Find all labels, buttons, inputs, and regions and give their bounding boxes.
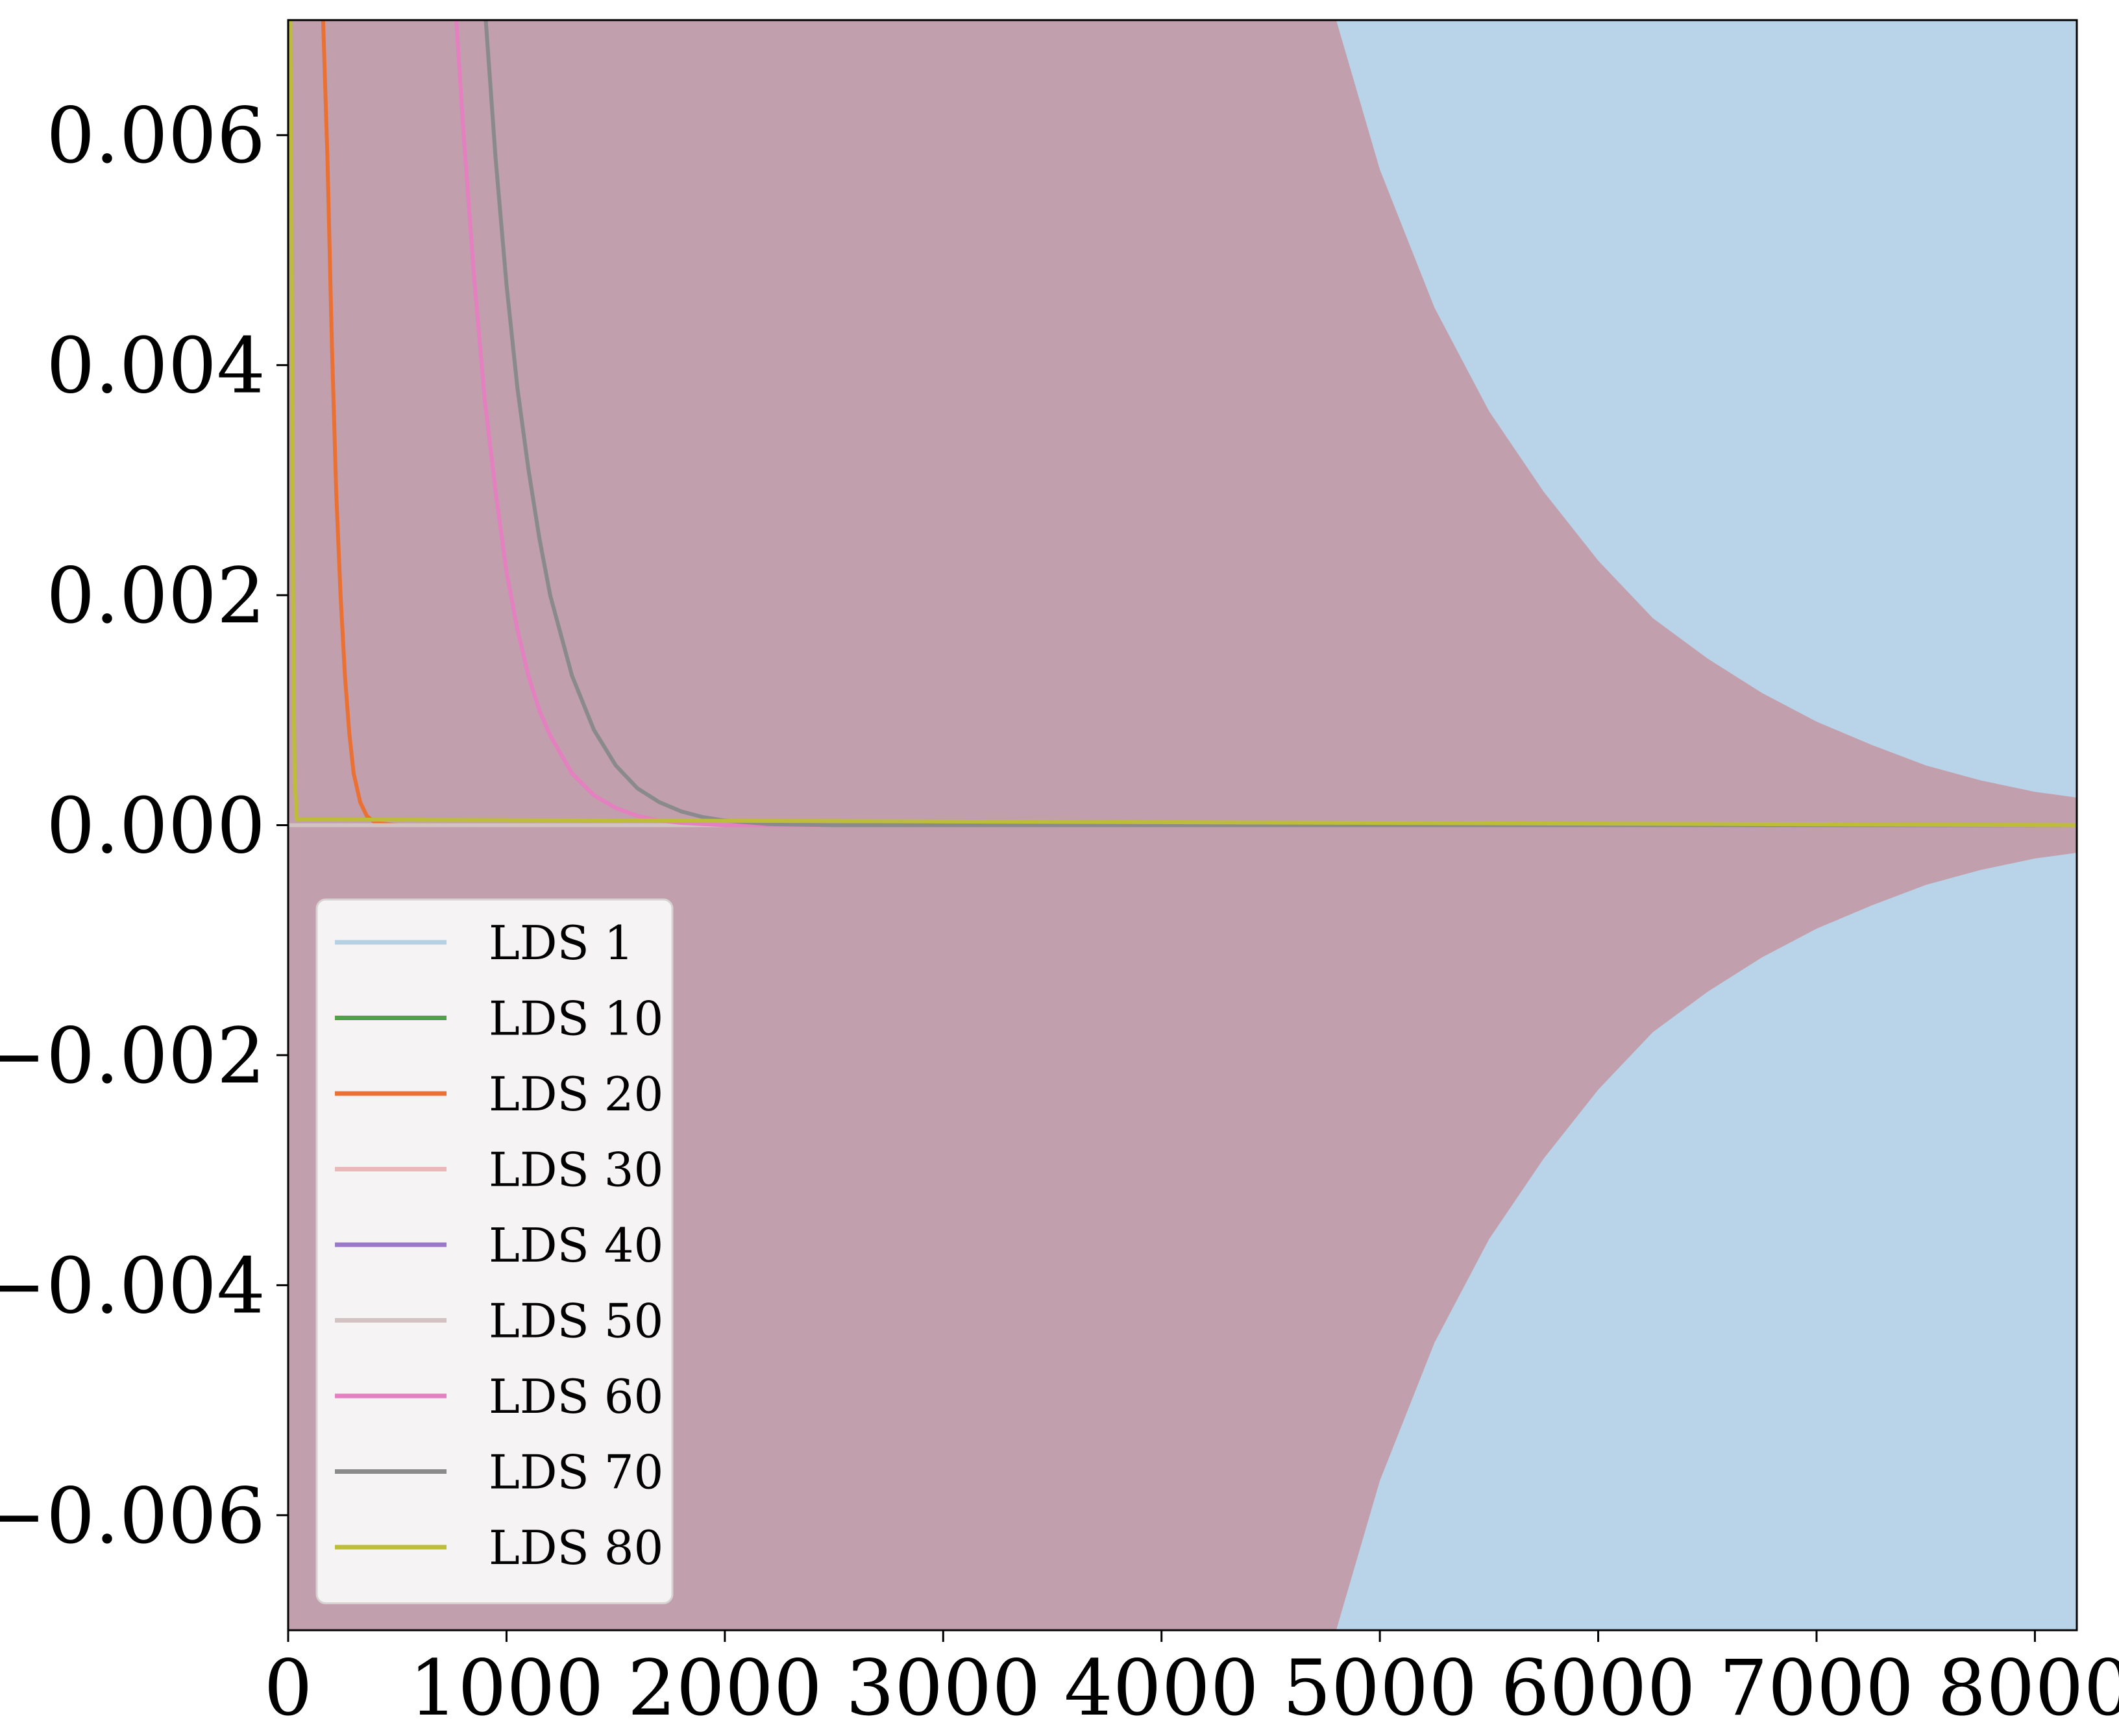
x-tick-label: 5000 — [1282, 1643, 1477, 1733]
y-tick-label: 0.006 — [46, 91, 265, 180]
x-tick-label: 3000 — [846, 1643, 1040, 1733]
x-tick-label: 2000 — [628, 1643, 822, 1733]
x-tick-label: 1000 — [409, 1643, 604, 1733]
legend-box — [315, 898, 674, 1604]
legend-label: LDS 1 — [489, 916, 634, 970]
series-line-lds-80 — [288, 20, 2077, 827]
series-line-lds-20 — [321, 20, 2077, 827]
y-tick-label: 0.000 — [46, 781, 265, 871]
legend-label: LDS 40 — [489, 1218, 663, 1273]
y-tick-label: −0.004 — [0, 1241, 265, 1330]
series-line-lds-60 — [454, 20, 2077, 827]
legend-label: LDS 30 — [489, 1143, 663, 1197]
x-tick-label: 4000 — [1064, 1643, 1259, 1733]
legend-label: LDS 80 — [489, 1521, 663, 1575]
legend: LDS 1 LDS 10 LDS 20 LDS 30 LDS 40 LDS 50 LDS 6… — [315, 898, 674, 1604]
x-tick-label: 0 — [263, 1643, 312, 1733]
y-tick-label: −0.006 — [0, 1471, 265, 1561]
y-tick-label: −0.002 — [0, 1011, 265, 1101]
y-axis: 0.006 0.004 0.002 0.000 −0.002 −0.004 −0.006 — [0, 91, 288, 1561]
y-tick-label: 0.002 — [46, 551, 265, 641]
x-tick-label: 7000 — [1719, 1643, 1914, 1733]
legend-label: LDS 10 — [489, 992, 663, 1046]
x-tick-label: 6000 — [1500, 1643, 1695, 1733]
legend-label: LDS 60 — [489, 1369, 663, 1424]
legend-label: LDS 20 — [489, 1067, 663, 1121]
x-tick-label: 8000 — [1937, 1643, 2119, 1733]
legend-label: LDS 50 — [489, 1294, 663, 1349]
legend-label: LDS 70 — [489, 1445, 663, 1500]
y-tick-label: 0.004 — [46, 321, 265, 411]
series-layer — [288, 20, 2077, 827]
x-axis: 0 1000 2000 3000 4000 5000 6000 7000 8000 — [263, 1630, 2119, 1733]
